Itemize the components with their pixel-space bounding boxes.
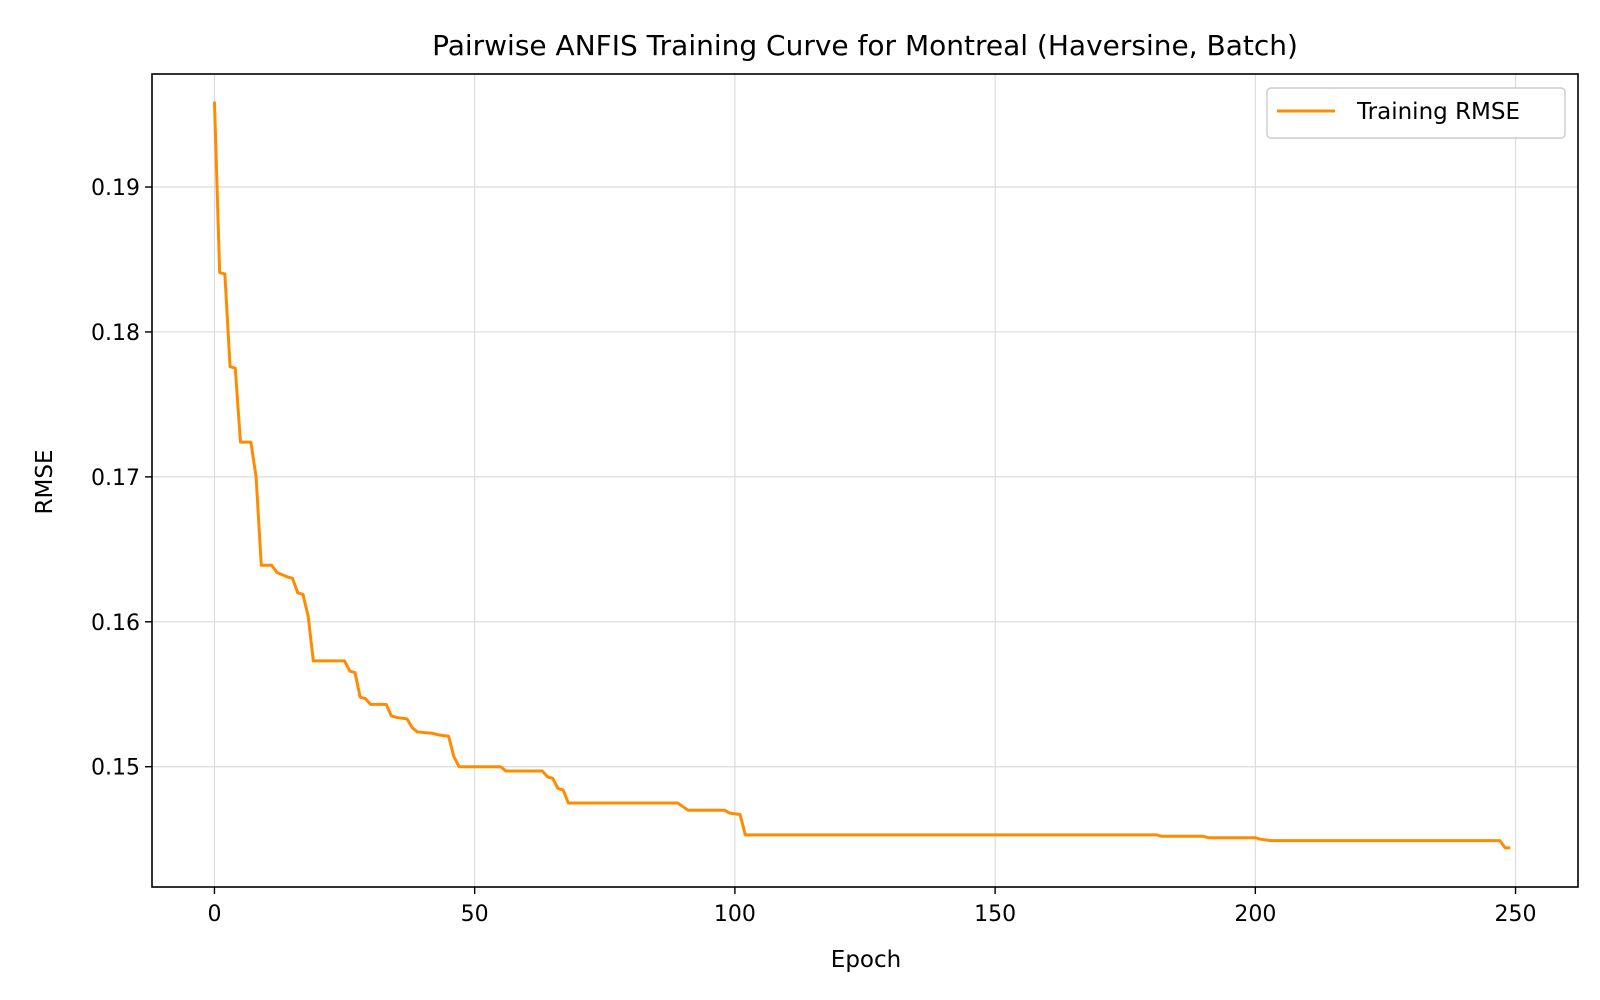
legend: Training RMSE — [1266, 87, 1566, 139]
y-axis-label: RMSE — [32, 450, 58, 515]
plot-frame — [151, 73, 1579, 888]
x-tick-label: 250 — [1495, 902, 1537, 927]
x-tick-label: 100 — [714, 902, 756, 927]
x-tick-label: 200 — [1234, 902, 1276, 927]
y-tick-label: 0.16 — [91, 611, 140, 636]
y-tick-label: 0.17 — [91, 466, 140, 491]
grid-layer — [152, 74, 1578, 887]
y-tick-label: 0.15 — [91, 756, 140, 781]
y-tick-label: 0.18 — [91, 321, 140, 346]
x-tick-label: 150 — [974, 902, 1016, 927]
tick-layer: 0 50 100 150 200 250 0.15 0.16 0.17 0.18 0.19 — [91, 176, 1537, 927]
series-line-training-rmse — [212, 101, 1511, 850]
x-axis-label: Epoch — [831, 947, 901, 973]
legend-label: Training RMSE — [1356, 99, 1520, 125]
x-tick-label: 50 — [461, 902, 489, 927]
y-tick-label: 0.19 — [91, 176, 140, 201]
chart-title: Pairwise ANFIS Training Curve for Montre… — [432, 29, 1298, 62]
legend-box — [1266, 87, 1566, 139]
series-layer — [212, 101, 1511, 850]
x-tick-label: 0 — [207, 902, 221, 927]
